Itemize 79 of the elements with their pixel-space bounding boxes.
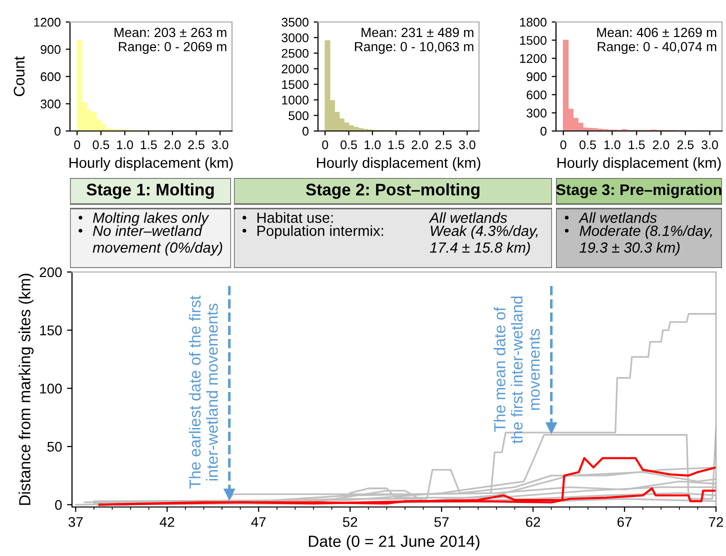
x-tick-label: 42: [160, 517, 174, 527]
y-tick-label: 200: [40, 267, 62, 278]
x-tick-label: 2.0: [412, 140, 428, 150]
x-tick-label: 72: [708, 517, 724, 527]
y-tick-label: 2500: [282, 48, 308, 58]
y-tick-label: 1200: [520, 54, 546, 63]
y-tick-label: 1000: [282, 96, 308, 105]
x-tick-label: 1.5: [628, 140, 645, 150]
x-tick-label: 2.0: [652, 140, 670, 150]
y-tick-label: 3000: [282, 33, 308, 42]
text: All wetlands: [428, 212, 508, 223]
x-tick-label: 2.5: [435, 140, 452, 150]
x-tick-label: 1.0: [364, 140, 381, 150]
ref-line-label: The earliest date of the first inter-wetland movements: [188, 296, 218, 489]
x-axis-title: Date (0 = 21 June 2014): [308, 535, 480, 550]
annotation: Range: 0 - 10,063 m: [354, 42, 474, 54]
y-tick-label: 0: [54, 126, 60, 136]
annotation: Mean: 203 ± 263 m: [114, 28, 226, 38]
y-tick-label: 600: [40, 72, 60, 82]
annotation: Range: 0 - 40,074 m: [598, 42, 716, 54]
y-tick-label: 900: [40, 45, 60, 54]
x-axis-title: Hourly displacement (km): [70, 157, 233, 171]
x-tick-label: 52: [342, 517, 358, 527]
x-tick-label: 0.5: [92, 140, 110, 150]
x-tick-label: 0: [560, 140, 566, 150]
text: • All wetlands: [564, 212, 657, 223]
annotation: Range: 0 - 2069 m: [118, 42, 226, 54]
x-tick-label: 0.5: [340, 140, 357, 150]
y-tick-label: 1800: [520, 18, 546, 27]
x-tick-label: 2.0: [164, 140, 181, 150]
x-tick-label: 0: [74, 140, 80, 150]
x-tick-label: 0: [322, 140, 328, 150]
x-tick-label: 1.5: [140, 140, 157, 150]
annotation: Mean: 231 ± 489 m: [362, 28, 474, 38]
text: • No inter–wetland movement (0%/day): [78, 225, 222, 256]
x-tick-label: 57: [434, 517, 449, 527]
x-tick-label: 1.0: [117, 140, 133, 150]
y-tick-label: 3500: [282, 18, 308, 27]
text: • Moderate (8.1%/day, 19.3 ± 30.3 km): [564, 225, 712, 256]
x-axis-title: Hourly displacement (km): [317, 157, 480, 171]
text: Stage 1: Molting: [86, 183, 214, 199]
y-tick-label: 300: [40, 100, 60, 108]
x-tick-label: 3.0: [458, 140, 476, 150]
y-tick-label: 150: [40, 326, 62, 336]
x-tick-label: 1.0: [604, 140, 620, 150]
y-axis-title: Distance from marking sites (km): [18, 274, 34, 505]
x-tick-label: 62: [526, 517, 540, 527]
ref-line-label: The mean date of the first inter-wetland movements: [494, 296, 540, 444]
y-tick-label: 100: [40, 384, 62, 394]
x-tick-label: 67: [618, 517, 632, 527]
text: • Population intermix:: [242, 225, 384, 239]
y-tick-label: 1200: [34, 18, 60, 27]
x-tick-label: 37: [68, 517, 83, 527]
y-tick-label: 500: [288, 111, 308, 120]
y-tick-label: 1500: [520, 36, 546, 45]
y-axis-title: Count: [14, 56, 25, 96]
y-tick-label: 600: [526, 90, 546, 100]
x-tick-label: 3.0: [702, 140, 718, 150]
x-tick-label: 2.5: [677, 140, 694, 150]
y-tick-label: 0: [55, 500, 62, 510]
x-tick-label: 47: [251, 517, 266, 527]
y-tick-label: 50: [47, 442, 62, 452]
y-tick-label: 1500: [282, 80, 308, 89]
text: • Habitat use:: [242, 212, 333, 223]
text: Weak (4.3%/day, 17.4 ± 15.8 km): [430, 225, 538, 256]
text: Stage 3: Pre–migration: [556, 184, 722, 198]
x-axis-title: Hourly displacement (km): [558, 157, 721, 171]
annotation: Mean: 406 ± 1269 m: [597, 28, 716, 38]
x-tick-label: 1.5: [388, 140, 404, 150]
x-tick-label: 2.5: [188, 140, 204, 150]
x-tick-label: 3.0: [212, 140, 228, 150]
y-tick-label: 2000: [282, 64, 308, 74]
y-tick-label: 0: [540, 126, 546, 136]
y-tick-label: 900: [526, 72, 546, 82]
y-tick-label: 0: [302, 126, 308, 136]
text: • Molting lakes only: [78, 212, 210, 226]
y-tick-label: 300: [526, 108, 546, 118]
x-tick-label: 0.5: [580, 140, 596, 150]
text: Stage 2: Post–molting: [306, 183, 480, 199]
